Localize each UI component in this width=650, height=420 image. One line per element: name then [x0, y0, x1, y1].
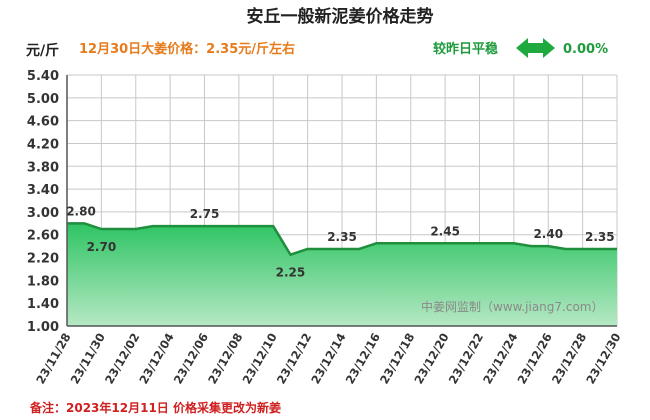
- unit-label: 元/斤: [26, 42, 59, 59]
- x-tick-label: 23/12/30: [583, 331, 623, 387]
- y-tick-label: 4.20: [27, 137, 59, 152]
- y-tick-label: 5.40: [27, 69, 59, 84]
- footer-note: 备注：2023年12月11日 价格采集更改为新姜: [29, 400, 281, 415]
- double-arrow-icon: [516, 38, 555, 58]
- area-fill: [67, 223, 617, 326]
- watermark: 中姜网监制（www.jiang7.com）: [421, 299, 603, 314]
- change-label: 较昨日平稳: [433, 41, 498, 57]
- y-tick-label: 5.00: [27, 92, 59, 107]
- y-tick-label: 3.40: [27, 183, 59, 198]
- y-tick-label: 4.60: [27, 115, 59, 130]
- data-label: 2.35: [585, 230, 615, 244]
- data-label: 2.40: [533, 227, 563, 241]
- y-tick-label: 1.80: [27, 274, 59, 289]
- change-value: 0.00%: [563, 42, 608, 57]
- data-label: 2.80: [66, 204, 96, 218]
- y-tick-label: 1.40: [27, 297, 59, 312]
- y-tick-label: 2.20: [27, 252, 59, 267]
- axes: [66, 75, 617, 327]
- data-label: 2.45: [430, 224, 460, 238]
- y-tick-label: 3.00: [27, 206, 59, 221]
- y-axis-ticks: 1.00 1.40 1.80 2.20 2.60 3.00 3.40 3.80 4.20 4.60…: [27, 69, 59, 335]
- data-label: 2.35: [327, 230, 357, 244]
- data-label: 2.70: [87, 240, 117, 254]
- y-tick-label: 2.60: [27, 229, 59, 244]
- y-tick-label: 1.00: [27, 320, 59, 335]
- series-line: [67, 222, 617, 256]
- price-area: [67, 222, 617, 326]
- data-label: 2.25: [276, 266, 306, 280]
- price-note: 12月30日大姜价格：2.35元/斤左右: [79, 41, 295, 57]
- chart-title: 安丘一般新泥姜价格走势: [247, 6, 434, 27]
- data-labels: 2.80 2.70 2.75 2.25 2.35 2.45 2.40 2.35: [66, 204, 614, 279]
- y-tick-label: 3.80: [27, 160, 59, 175]
- x-axis-ticks: 23/11/2823/11/3023/12/0223/12/0423/12/06…: [33, 331, 623, 387]
- data-label: 2.75: [190, 207, 220, 221]
